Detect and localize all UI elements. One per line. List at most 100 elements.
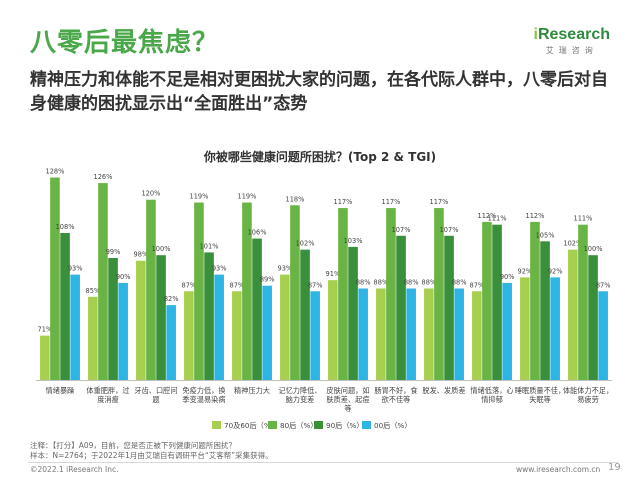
chart-note: 注释：【打分】A09，目前，您是否正被下列健康问题所困扰？ 样本：N=2764；… bbox=[30, 441, 273, 461]
category-label-5: 精神压力大 bbox=[234, 386, 270, 395]
footer-website: www.iresearch.com.cn bbox=[516, 465, 601, 474]
bar-3-4 bbox=[204, 252, 214, 380]
bar-3-2 bbox=[108, 257, 118, 380]
category-label-12: 体能体力不足，易疲劳 bbox=[563, 386, 613, 404]
logo-i: i bbox=[533, 26, 538, 43]
bar-2-6 bbox=[290, 205, 300, 380]
data-label-3-11: 105% bbox=[536, 231, 555, 239]
data-label-2-11: 112% bbox=[526, 212, 545, 220]
bar-4-12 bbox=[598, 291, 608, 380]
footer-copyright: ©2022.1 iResearch Inc. bbox=[30, 465, 119, 474]
data-label-4-11: 92% bbox=[548, 267, 563, 275]
data-label-3-5: 106% bbox=[248, 229, 267, 237]
chart-title: 你被哪些健康问题所困扰？(Top 2 & TGI) bbox=[203, 150, 437, 164]
bar-2-10 bbox=[482, 221, 492, 380]
bar-2-7 bbox=[338, 208, 348, 380]
data-label-1-6: 93% bbox=[278, 265, 293, 273]
data-label-4-10: 90% bbox=[500, 273, 515, 281]
data-label-2-8: 117% bbox=[382, 198, 401, 206]
category-label-4: 免疫力低，换季变温易染病 bbox=[182, 386, 225, 404]
data-label-2-5: 119% bbox=[238, 193, 257, 201]
logo-brand: iResearch bbox=[534, 26, 611, 44]
data-label-3-4: 101% bbox=[200, 242, 219, 250]
bar-3-5 bbox=[252, 238, 262, 380]
data-label-4-7: 88% bbox=[356, 278, 371, 286]
data-label-4-4: 93% bbox=[212, 265, 227, 273]
bar-1-11 bbox=[520, 277, 530, 380]
data-label-4-8: 88% bbox=[404, 278, 419, 286]
bar-2-2 bbox=[98, 183, 108, 380]
page-number: 19 bbox=[608, 462, 621, 473]
bar-2-8 bbox=[386, 208, 396, 380]
data-label-3-9: 107% bbox=[440, 226, 459, 234]
bar-1-10 bbox=[472, 291, 482, 380]
data-label-1-11: 92% bbox=[518, 267, 533, 275]
data-label-4-6: 87% bbox=[308, 281, 323, 289]
data-label-4-12: 87% bbox=[596, 281, 611, 289]
data-label-4-1: 93% bbox=[68, 265, 83, 273]
data-label-1-8: 88% bbox=[374, 278, 389, 286]
bar-4-1 bbox=[70, 274, 80, 380]
category-label-10: 情绪低落，心情抑郁 bbox=[470, 386, 513, 404]
bar-3-9 bbox=[444, 235, 454, 380]
legend-label-4: 00后（%） bbox=[374, 421, 412, 430]
data-label-1-12: 102% bbox=[563, 240, 582, 248]
data-label-2-12: 111% bbox=[574, 215, 593, 223]
bar-1-1 bbox=[40, 335, 50, 380]
data-label-2-1: 128% bbox=[46, 168, 65, 176]
bar-1-7 bbox=[328, 280, 338, 380]
bar-4-6 bbox=[310, 291, 320, 380]
category-label-1: 情绪暴躁 bbox=[46, 386, 75, 395]
legend-label-3: 90后（%） bbox=[326, 421, 364, 430]
category-label-2: 体重肥胖，过度消瘦 bbox=[86, 386, 129, 404]
logo-research: Research bbox=[537, 26, 610, 43]
iresearch-logo: iResearch 艾瑞咨询 bbox=[534, 26, 611, 56]
legend-swatch-2 bbox=[268, 421, 277, 429]
data-label-4-2: 90% bbox=[116, 273, 131, 281]
data-label-4-3: 82% bbox=[164, 295, 179, 303]
legend-swatch-3 bbox=[314, 421, 323, 429]
bar-1-5 bbox=[232, 291, 242, 380]
bar-4-5 bbox=[262, 285, 272, 380]
bar-2-4 bbox=[194, 202, 204, 380]
bar-4-3 bbox=[166, 305, 176, 380]
data-label-3-8: 107% bbox=[392, 226, 411, 234]
bar-4-9 bbox=[454, 288, 464, 380]
data-label-1-10: 87% bbox=[470, 281, 485, 289]
note-line-1: 注释：【打分】A09，目前，您是否正被下列健康问题所困扰？ bbox=[30, 441, 236, 450]
bar-4-7 bbox=[358, 288, 368, 380]
bar-1-12 bbox=[568, 249, 578, 380]
bar-1-2 bbox=[88, 296, 98, 380]
data-label-3-2: 99% bbox=[106, 248, 121, 256]
data-label-1-5: 87% bbox=[230, 281, 245, 289]
bar-4-10 bbox=[502, 282, 512, 380]
logo-subtext: 艾瑞咨询 bbox=[545, 46, 598, 55]
bar-3-7 bbox=[348, 246, 358, 380]
category-label-3: 牙齿、口腔问题 bbox=[134, 386, 177, 404]
category-label-7: 皮肤问题，如肤质差、起痘等 bbox=[326, 386, 369, 413]
bar-2-11 bbox=[530, 221, 540, 380]
data-label-2-9: 117% bbox=[430, 198, 449, 206]
bar-1-8 bbox=[376, 288, 386, 380]
page-subtitle: 精神压力和体能不足是相对更困扰大家的问题，在各代际人群中，八零后对自身健康的困扰… bbox=[30, 70, 608, 114]
data-label-3-12: 100% bbox=[584, 245, 603, 253]
data-label-3-3: 100% bbox=[152, 245, 171, 253]
bar-3-10 bbox=[492, 224, 502, 380]
category-label-9: 脱发、发质差 bbox=[422, 386, 465, 395]
bar-2-12 bbox=[578, 224, 588, 380]
data-label-3-1: 108% bbox=[56, 223, 75, 231]
bar-3-6 bbox=[300, 249, 310, 380]
category-label-8: 肠胃不好，食欲不佳等 bbox=[374, 386, 417, 404]
legend-swatch-1 bbox=[212, 421, 221, 429]
bar-1-6 bbox=[280, 274, 290, 380]
data-label-3-7: 103% bbox=[344, 237, 363, 245]
data-label-3-10: 111% bbox=[488, 215, 507, 223]
bar-4-2 bbox=[118, 282, 128, 380]
bar-2-1 bbox=[50, 177, 60, 380]
data-label-1-3: 98% bbox=[134, 251, 149, 259]
data-label-2-7: 117% bbox=[334, 198, 353, 206]
page-title: 八零后最焦虑？ bbox=[30, 28, 220, 58]
bar-4-11 bbox=[550, 277, 560, 380]
bar-2-3 bbox=[146, 199, 156, 380]
